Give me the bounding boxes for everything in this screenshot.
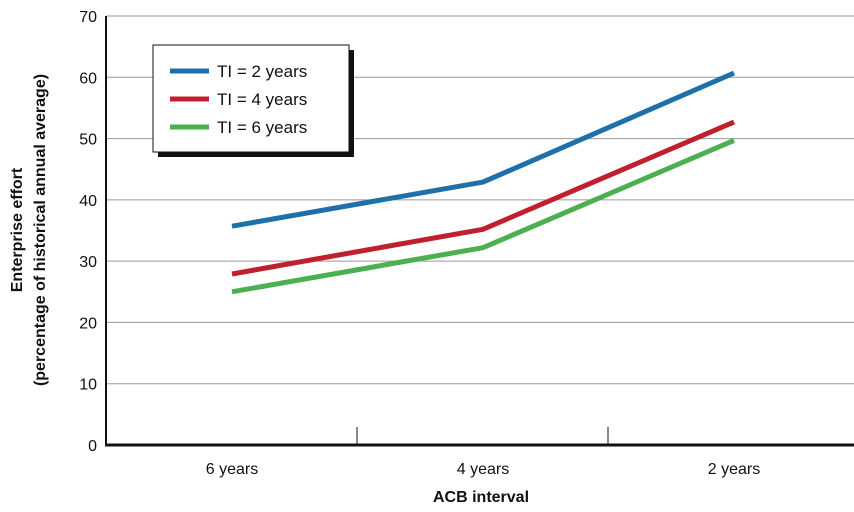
series-lines	[231, 70, 735, 295]
y-tick-label: 50	[79, 132, 97, 149]
y-tick-label: 70	[79, 9, 97, 26]
y-tick-label: 40	[79, 193, 97, 210]
x-tick-marks	[356, 427, 609, 445]
x-tick-label: 6 years	[206, 461, 258, 478]
series-line-2	[231, 119, 735, 277]
x-tick-label: 4 years	[457, 461, 509, 478]
x-tick-label: 2 years	[708, 461, 760, 478]
y-tick-label: 60	[79, 70, 97, 87]
legend-label-1: TI = 2 years	[217, 62, 307, 81]
legend: TI = 2 years TI = 4 years TI = 6 years	[152, 44, 354, 157]
legend-label-3: TI = 6 years	[217, 118, 307, 137]
y-axis-title-line2: (percentage of historical annual average…	[32, 74, 49, 386]
y-tick-label: 0	[88, 438, 97, 455]
x-axis-title: ACB interval	[433, 489, 529, 506]
legend-label-2: TI = 4 years	[217, 90, 307, 109]
y-tick-labels: 0 10 20 30 40 50 60 70	[79, 9, 97, 455]
series-line-3	[231, 138, 735, 295]
y-tick-label: 10	[79, 377, 97, 394]
y-tick-label: 20	[79, 315, 97, 332]
series-line-1	[231, 70, 735, 229]
y-axis-title-line1: Enterprise effort	[9, 167, 26, 292]
y-tick-label: 30	[79, 254, 97, 271]
x-tick-labels: 6 years 4 years 2 years	[206, 461, 760, 478]
